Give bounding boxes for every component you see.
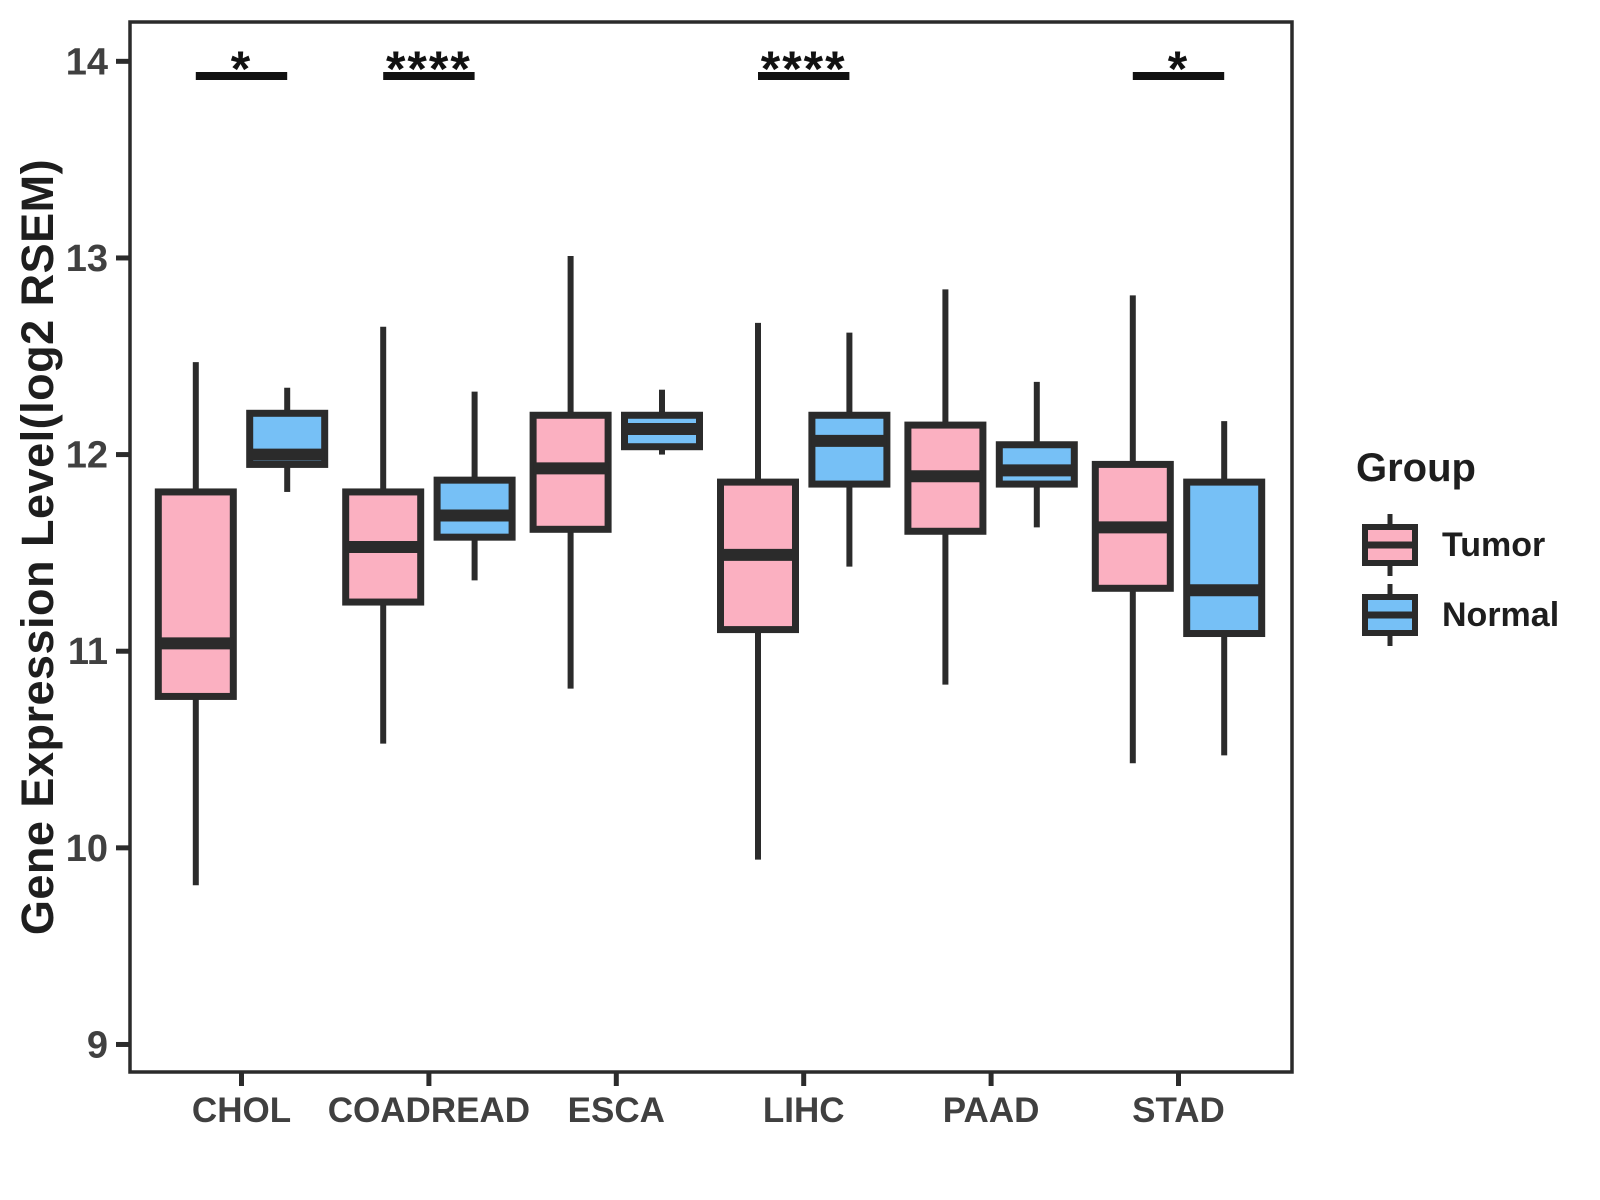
box-normal-COADREAD [433,476,516,541]
y-tick-label: 13 [66,238,108,280]
box-normal-LIHC [808,411,891,488]
significance-stars-LIHC: **** [761,41,847,97]
tumor-boxplot-key-icon [1362,514,1418,576]
x-tick-label-COADREAD: COADREAD [328,1091,530,1130]
legend-label-normal: Normal [1442,595,1560,634]
significance-stars-COADREAD: **** [386,41,472,97]
y-tick-label: 12 [66,435,108,477]
x-tick-label-LIHC: LIHC [763,1091,845,1130]
legend-title: Group [1356,446,1476,490]
significance-stars-STAD: * [1168,41,1189,97]
x-tick-label-STAD: STAD [1132,1091,1225,1130]
box-normal-STAD [1183,478,1266,638]
x-tick-label-ESCA: ESCA [568,1091,665,1130]
box-tumor-CHOL [154,488,237,700]
legend-label-tumor: Tumor [1442,525,1546,564]
legend-item-tumor: Tumor [1356,510,1559,580]
normal-boxplot-key-icon [1362,584,1418,646]
y-tick-label: 9 [87,1024,108,1066]
legend: Group Tumor Normal [1356,448,1559,650]
panel-border [128,20,1294,1074]
y-tick-label: 11 [68,631,108,673]
x-tick-label-CHOL: CHOL [192,1091,291,1130]
y-tick-label: 14 [66,41,108,83]
legend-item-normal: Normal [1356,580,1559,650]
x-tick-label-PAAD: PAAD [943,1091,1040,1130]
significance-stars-CHOL: * [231,41,252,97]
y-tick-label: 10 [66,828,108,870]
